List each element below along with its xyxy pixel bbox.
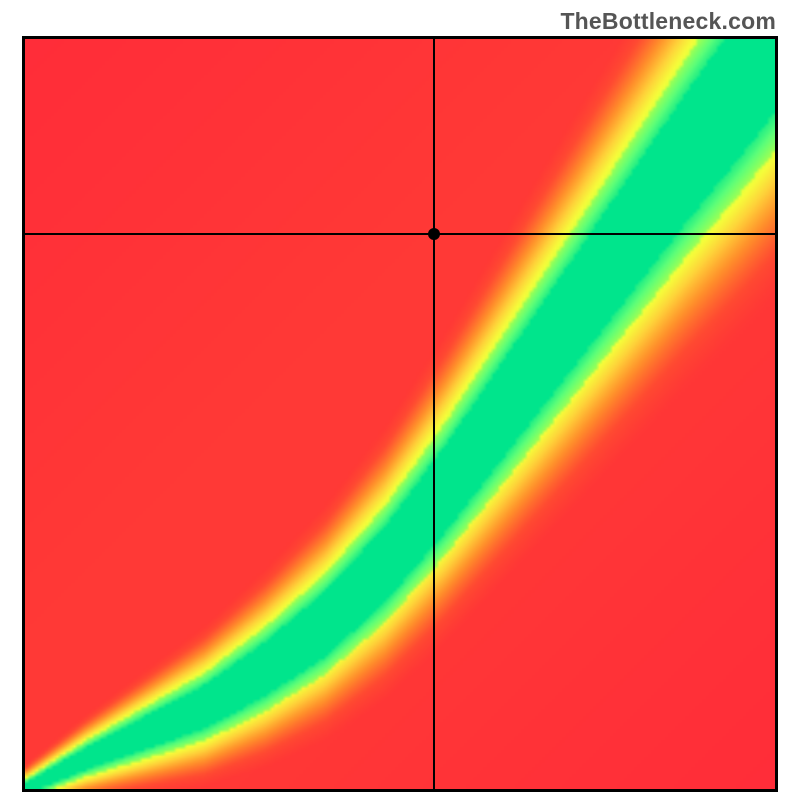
- crosshair-horizontal: [25, 233, 775, 235]
- bottleneck-heatmap: [22, 36, 778, 792]
- crosshair-vertical: [433, 39, 435, 789]
- operating-point-marker: [428, 228, 440, 240]
- watermark-text: TheBottleneck.com: [560, 8, 776, 35]
- heatmap-canvas: [25, 39, 775, 789]
- heatmap-inner: [25, 39, 775, 789]
